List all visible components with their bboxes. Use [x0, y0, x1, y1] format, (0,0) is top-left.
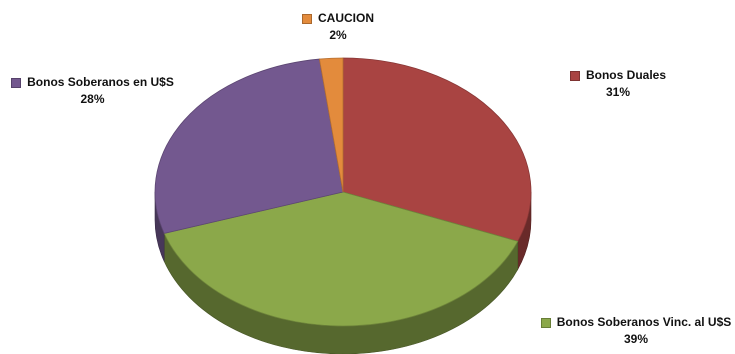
label-percent: 2%	[329, 28, 347, 42]
slice-bonos-soberanos-vinc-al-u-s	[163, 191, 519, 327]
slice-bonos-soberanos-en-u-s	[154, 58, 344, 234]
label-name: CAUCION	[318, 11, 374, 25]
pie-tops	[154, 57, 532, 327]
label-percent: 31%	[605, 85, 631, 99]
label-percent: 39%	[623, 332, 649, 346]
label-name: Bonos Soberanos Vinc. al U$S	[556, 315, 732, 329]
slice-bonos-duales	[342, 57, 532, 242]
label-bonos-soberanos-vinc: Bonos Soberanos Vinc. al U$S 39%	[538, 314, 734, 348]
label-bonos-soberanos-usd: Bonos Soberanos en U$S 28%	[0, 74, 185, 108]
label-name: Bonos Soberanos en U$S	[27, 75, 174, 89]
slice-caucion	[318, 57, 344, 193]
legend-swatch-bonos-duales	[569, 70, 580, 81]
legend-swatch-caucion	[302, 13, 312, 24]
legend-swatch-bonos-soberanos-usd	[11, 77, 22, 88]
label-percent: 28%	[80, 92, 105, 106]
legend-swatch-bonos-soberanos-vinc	[540, 317, 551, 328]
label-name: Bonos Duales	[585, 68, 666, 82]
label-bonos-duales: Bonos Duales 31%	[548, 67, 688, 101]
label-caucion: CAUCION 2%	[268, 10, 408, 44]
